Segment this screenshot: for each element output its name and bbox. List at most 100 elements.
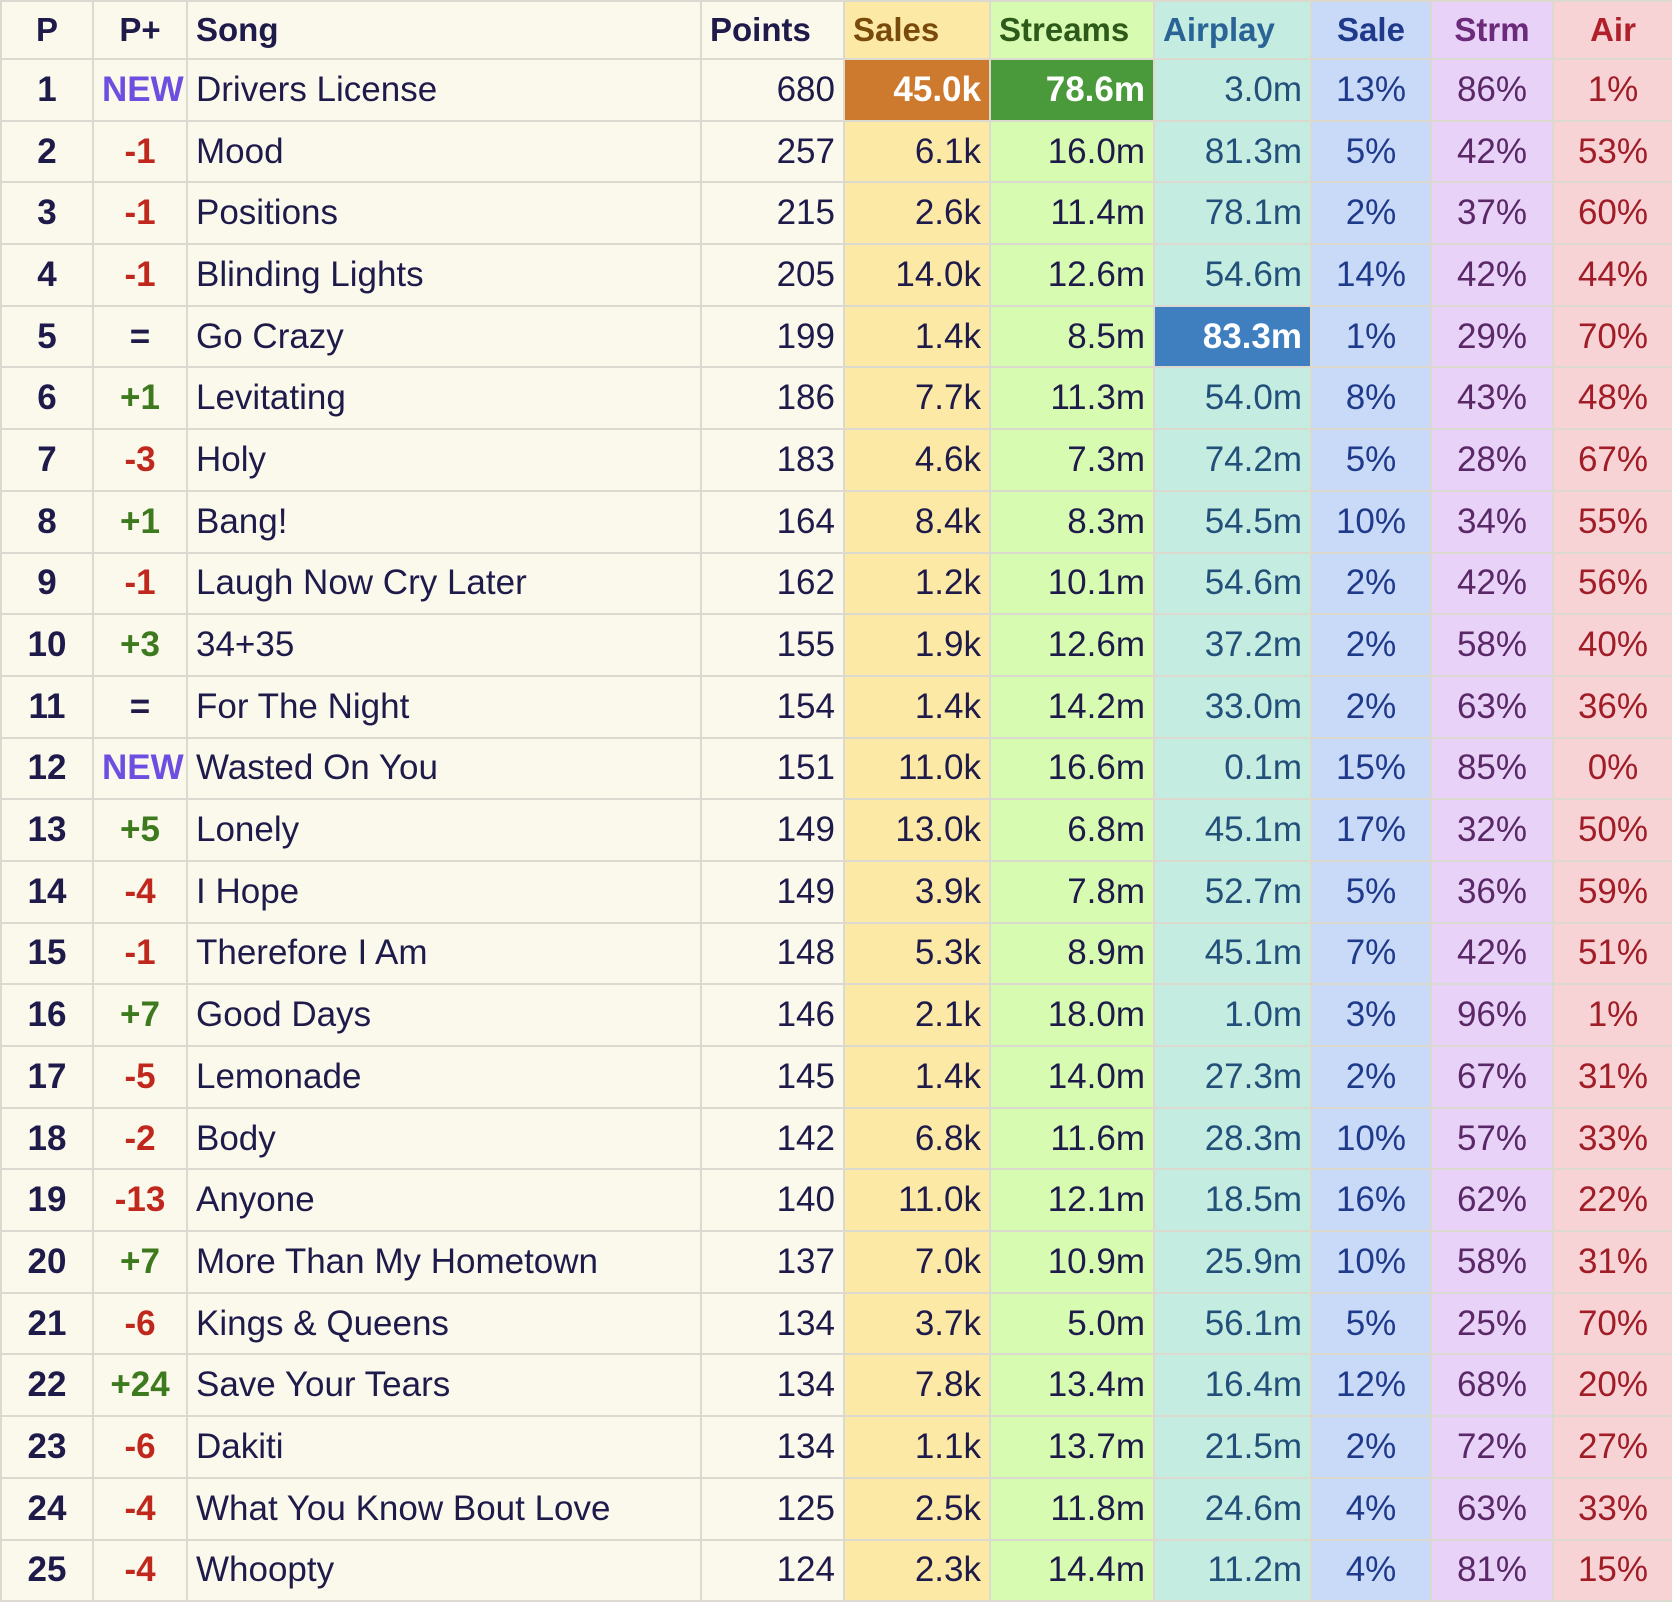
sales-cell: 7.7k	[843, 366, 991, 431]
table-row[interactable]: 17 -5 Lemonade 145 1.4k 14.0m 27.3m 2% 67% 31%	[0, 1045, 1672, 1109]
sales-cell: 3.7k	[843, 1291, 991, 1356]
sales-cell: 13.0k	[843, 798, 991, 862]
streams-cell: 16.0m	[989, 119, 1155, 184]
sales-cell: 6.8k	[843, 1106, 991, 1171]
header-strm-pct[interactable]: Strm	[1430, 0, 1554, 60]
table-row[interactable]: 23 -6 Dakiti 134 1.1k 13.7m 21.5m 2% 72% 27%	[0, 1415, 1672, 1479]
header-streams[interactable]: Streams	[989, 0, 1155, 60]
points-cell: 151	[700, 736, 845, 801]
air-pct-cell: 1%	[1552, 983, 1672, 1047]
song-title: For The Night	[186, 674, 702, 739]
table-row[interactable]: 16 +7 Good Days 146 2.1k 18.0m 1.0m 3% 96% 1%	[0, 983, 1672, 1047]
header-points[interactable]: Points	[700, 0, 845, 60]
change-cell: +5	[92, 798, 188, 862]
sales-cell: 6.1k	[843, 119, 991, 184]
header-airplay[interactable]: Airplay	[1153, 0, 1312, 60]
change-cell: -3	[92, 428, 188, 492]
change-cell: -1	[92, 921, 188, 986]
sales-cell: 1.1k	[843, 1415, 991, 1479]
header-sales[interactable]: Sales	[843, 0, 991, 60]
song-title: Whoopty	[186, 1538, 702, 1602]
header-air-pct[interactable]: Air	[1552, 0, 1672, 60]
position-cell: 17	[0, 1045, 94, 1109]
table-row[interactable]: 10 +3 34+35 155 1.9k 12.6m 37.2m 2% 58% 40%	[0, 613, 1672, 677]
song-title: Therefore I Am	[186, 921, 702, 986]
song-title: Levitating	[186, 366, 702, 431]
sales-cell: 8.4k	[843, 489, 991, 554]
table-row[interactable]: 19 -13 Anyone 140 11.0k 12.1m 18.5m 16% 62% 22%	[0, 1168, 1672, 1233]
song-title: Body	[186, 1106, 702, 1171]
airplay-cell: 1.0m	[1153, 983, 1312, 1047]
song-title: 34+35	[186, 613, 702, 677]
table-row[interactable]: 8 +1 Bang! 164 8.4k 8.3m 54.5m 10% 34% 55%	[0, 489, 1672, 554]
sale-pct-cell: 5%	[1310, 1291, 1432, 1356]
streams-cell: 12.1m	[989, 1168, 1155, 1233]
position-cell: 18	[0, 1106, 94, 1171]
position-cell: 7	[0, 428, 94, 492]
streams-cell: 5.0m	[989, 1291, 1155, 1356]
streams-cell: 10.1m	[989, 551, 1155, 616]
table-row[interactable]: 20 +7 More Than My Hometown 137 7.0k 10.9m 25.…	[0, 1230, 1672, 1294]
strm-pct-cell: 34%	[1430, 489, 1554, 554]
table-row[interactable]: 2 -1 Mood 257 6.1k 16.0m 81.3m 5% 42% 53%	[0, 119, 1672, 184]
song-title: Positions	[186, 181, 702, 246]
points-cell: 142	[700, 1106, 845, 1171]
header-change[interactable]: P+	[92, 0, 188, 60]
air-pct-cell: 40%	[1552, 613, 1672, 677]
points-cell: 124	[700, 1538, 845, 1602]
sales-cell: 2.3k	[843, 1538, 991, 1602]
sale-pct-cell: 15%	[1310, 736, 1432, 801]
sale-pct-cell: 2%	[1310, 551, 1432, 616]
change-cell: -6	[92, 1415, 188, 1479]
header-position[interactable]: P	[0, 0, 94, 60]
streams-cell: 8.5m	[989, 304, 1155, 369]
table-row[interactable]: 1 NEW Drivers License 680 45.0k 78.6m 3.0m 13% 8…	[0, 58, 1672, 122]
change-cell: +1	[92, 489, 188, 554]
table-row[interactable]: 6 +1 Levitating 186 7.7k 11.3m 54.0m 8% 43% 48%	[0, 366, 1672, 431]
header-song[interactable]: Song	[186, 0, 702, 60]
points-cell: 134	[700, 1415, 845, 1479]
air-pct-cell: 44%	[1552, 243, 1672, 307]
table-row[interactable]: 11 = For The Night 154 1.4k 14.2m 33.0m 2% 63% 36…	[0, 674, 1672, 739]
streams-cell: 7.3m	[989, 428, 1155, 492]
song-title: Save Your Tears	[186, 1353, 702, 1418]
position-cell: 2	[0, 119, 94, 184]
streams-cell: 14.4m	[989, 1538, 1155, 1602]
table-row[interactable]: 15 -1 Therefore I Am 148 5.3k 8.9m 45.1m 7% 42% 5…	[0, 921, 1672, 986]
air-pct-cell: 59%	[1552, 859, 1672, 924]
strm-pct-cell: 62%	[1430, 1168, 1554, 1233]
header-sale-pct[interactable]: Sale	[1310, 0, 1432, 60]
airplay-cell: 45.1m	[1153, 798, 1312, 862]
air-pct-cell: 0%	[1552, 736, 1672, 801]
position-cell: 14	[0, 859, 94, 924]
airplay-cell: 3.0m	[1153, 58, 1312, 122]
sales-cell: 7.0k	[843, 1230, 991, 1294]
table-row[interactable]: 21 -6 Kings & Queens 134 3.7k 5.0m 56.1m 5% 25% 7…	[0, 1291, 1672, 1356]
sale-pct-cell: 14%	[1310, 243, 1432, 307]
header-row: P P+ Song Points Sales Streams Airplay S…	[0, 0, 1672, 60]
table-row[interactable]: 14 -4 I Hope 149 3.9k 7.8m 52.7m 5% 36% 59%	[0, 859, 1672, 924]
table-row[interactable]: 7 -3 Holy 183 4.6k 7.3m 74.2m 5% 28% 67%	[0, 428, 1672, 492]
table-row[interactable]: 24 -4 What You Know Bout Love 125 2.5k 11.8m 2…	[0, 1476, 1672, 1541]
position-cell: 23	[0, 1415, 94, 1479]
sales-cell: 14.0k	[843, 243, 991, 307]
table-row[interactable]: 9 -1 Laugh Now Cry Later 162 1.2k 10.1m 54.6m 2…	[0, 551, 1672, 616]
airplay-cell: 52.7m	[1153, 859, 1312, 924]
sale-pct-cell: 10%	[1310, 1230, 1432, 1294]
table-row[interactable]: 3 -1 Positions 215 2.6k 11.4m 78.1m 2% 37% 60%	[0, 181, 1672, 246]
song-title: Laugh Now Cry Later	[186, 551, 702, 616]
strm-pct-cell: 68%	[1430, 1353, 1554, 1418]
table-row[interactable]: 18 -2 Body 142 6.8k 11.6m 28.3m 10% 57% 33%	[0, 1106, 1672, 1171]
table-row[interactable]: 13 +5 Lonely 149 13.0k 6.8m 45.1m 17% 32% 50%	[0, 798, 1672, 862]
air-pct-cell: 20%	[1552, 1353, 1672, 1418]
airplay-cell: 54.6m	[1153, 551, 1312, 616]
table-row[interactable]: 12 NEW Wasted On You 151 11.0k 16.6m 0.1m 15% 85…	[0, 736, 1672, 801]
table-row[interactable]: 25 -4 Whoopty 124 2.3k 14.4m 11.2m 4% 81% 15%	[0, 1538, 1672, 1602]
table-row[interactable]: 5 = Go Crazy 199 1.4k 8.5m 83.3m 1% 29% 70%	[0, 304, 1672, 369]
table-row[interactable]: 22 +24 Save Your Tears 134 7.8k 13.4m 16.4m 12%…	[0, 1353, 1672, 1418]
airplay-cell: 27.3m	[1153, 1045, 1312, 1109]
streams-cell: 6.8m	[989, 798, 1155, 862]
strm-pct-cell: 86%	[1430, 58, 1554, 122]
table-row[interactable]: 4 -1 Blinding Lights 205 14.0k 12.6m 54.6m 14% 4…	[0, 243, 1672, 307]
